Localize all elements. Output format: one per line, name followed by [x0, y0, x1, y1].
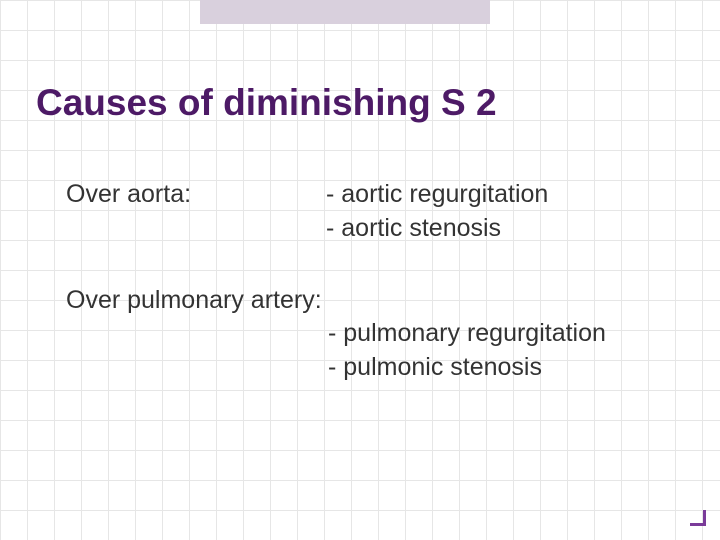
list-item: - pulmonic stenosis	[328, 351, 680, 385]
section-label: Over aorta:	[66, 178, 326, 246]
list-item: - aortic stenosis	[326, 212, 680, 246]
section-label: Over pulmonary artery:	[66, 284, 680, 318]
corner-accent-icon	[690, 510, 706, 526]
list-item: - pulmonary regurgitation	[328, 317, 680, 351]
top-accent-bar	[200, 0, 490, 24]
section-over-pulmonary-artery: Over pulmonary artery: - pulmonary regur…	[66, 284, 680, 385]
slide-title: Causes of diminishing S 2	[36, 82, 497, 124]
slide-body: Over aorta: - aortic regurgitation - aor…	[66, 178, 680, 385]
section-items: - pulmonary regurgitation - pulmonic ste…	[66, 317, 680, 385]
section-items: - aortic regurgitation - aortic stenosis	[326, 178, 680, 246]
list-item: - aortic regurgitation	[326, 178, 680, 212]
section-over-aorta: Over aorta: - aortic regurgitation - aor…	[66, 178, 680, 246]
